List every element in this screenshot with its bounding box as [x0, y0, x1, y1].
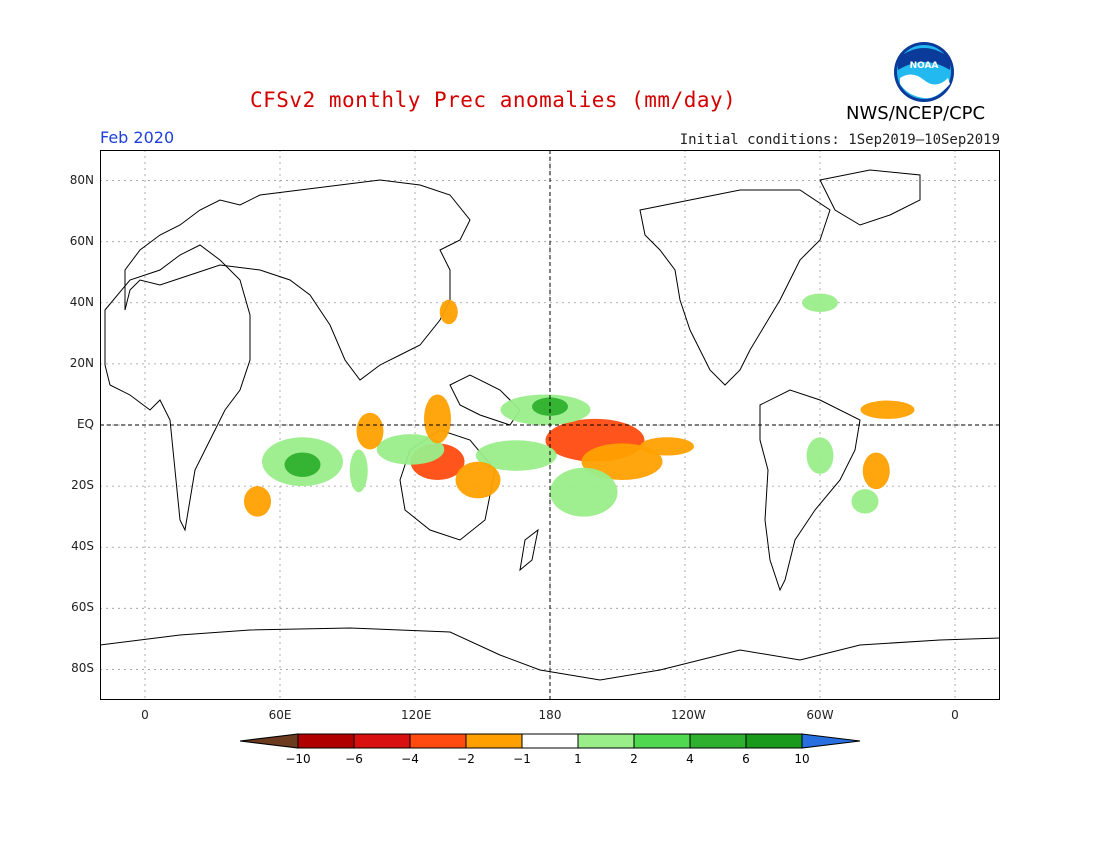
anomaly-dry	[455, 461, 501, 499]
forecast-period: Feb 2020	[100, 128, 175, 147]
colorbar-box	[409, 733, 467, 749]
colorbar-label: −1	[513, 752, 531, 766]
anomaly-dry	[581, 443, 663, 480]
africa-coast	[104, 244, 251, 532]
lon-tick-label: 60W	[806, 708, 834, 722]
lat-tick-label: 20S	[71, 478, 94, 493]
anomaly-wet	[806, 437, 834, 474]
lat-tick-label: 80S	[71, 661, 94, 676]
colorbar-box	[521, 733, 579, 749]
colorbar-label: −6	[345, 752, 363, 766]
noaa-logo: NOAA	[894, 42, 954, 102]
colorbar-label: 2	[630, 752, 638, 766]
colorbar-box	[353, 733, 411, 749]
anomaly-wet	[376, 434, 445, 465]
anomaly-wet-strong	[532, 397, 568, 416]
anomaly-dry	[244, 486, 271, 517]
colorbar-box	[689, 733, 747, 749]
lat-tick-label: 60N	[69, 233, 94, 248]
lon-tick-label: 0	[141, 708, 149, 722]
lon-tick-label: 120W	[671, 708, 706, 722]
lat-tick-label: 40N	[69, 294, 94, 309]
initial-conditions: Initial conditions: 1Sep2019—10Sep2019	[679, 132, 1000, 148]
colorbar-max-arrow	[801, 733, 861, 749]
lat-tick-label: EQ	[76, 417, 94, 431]
lat-tick-label: 20N	[69, 355, 94, 370]
anomaly-wet	[550, 467, 618, 517]
anomaly-wet-strong	[284, 452, 321, 477]
coastlines	[100, 169, 1000, 681]
anomaly-dry	[860, 400, 915, 419]
colorbar-label: −2	[457, 752, 475, 766]
anomaly-wet	[851, 489, 879, 514]
eurasia-coast	[124, 179, 471, 381]
anomaly-dry	[862, 452, 890, 490]
lat-tick-label: 60S	[71, 600, 94, 615]
colorbar-min-arrow	[240, 733, 299, 749]
reference-lines	[100, 150, 1000, 700]
australia-coast	[399, 429, 496, 541]
precip-anomaly-map	[100, 150, 1000, 700]
anomaly-wet	[349, 449, 368, 493]
colorbar-box	[297, 733, 355, 749]
colorbar-label: 6	[742, 752, 750, 766]
anomaly-dry	[640, 437, 694, 456]
anomaly-dry	[439, 299, 458, 325]
lat-tick-label: 80N	[69, 172, 94, 187]
colorbar-box	[465, 733, 523, 749]
lon-tick-label: 180	[538, 708, 562, 722]
greenland-coast	[819, 169, 921, 226]
colorbar-box	[577, 733, 635, 749]
colorbar-label: 1	[574, 752, 582, 766]
colorbar-label: −4	[401, 752, 419, 766]
colorbar-label: 10	[794, 752, 809, 766]
colorbar-labels: −10 −6 −4 −2 −1 1 2 4 6 10	[285, 752, 809, 766]
anomaly-dry	[424, 394, 451, 444]
lon-tick-label: 60E	[268, 708, 292, 722]
south-america-coast	[759, 389, 861, 592]
lon-tick-label: 120E	[401, 708, 432, 722]
chart-title: CFSv2 monthly Prec anomalies (mm/day)	[250, 88, 737, 112]
agency-label: NWS/NCEP/CPC	[846, 103, 986, 124]
anomaly-wet	[802, 293, 838, 312]
north-america-coast	[639, 189, 831, 386]
colorbar-label: −10	[285, 752, 310, 766]
anomaly-dry	[356, 412, 384, 450]
lat-tick-label: 40S	[71, 539, 94, 554]
colorbar-box	[745, 733, 803, 749]
colorbar-label: 4	[686, 752, 694, 766]
colorbar-box	[633, 733, 691, 749]
svg-text:NOAA: NOAA	[910, 61, 939, 71]
anomaly-fields	[244, 293, 915, 517]
anomaly-wet	[475, 440, 557, 471]
antarctica-coast	[100, 627, 1000, 681]
lon-tick-label: 0	[951, 708, 959, 722]
colorbar-boxes	[240, 733, 861, 749]
new-zealand-coast	[519, 528, 539, 572]
colorbar: −10 −6 −4 −2 −1 1 2 4 6 10	[240, 733, 861, 766]
